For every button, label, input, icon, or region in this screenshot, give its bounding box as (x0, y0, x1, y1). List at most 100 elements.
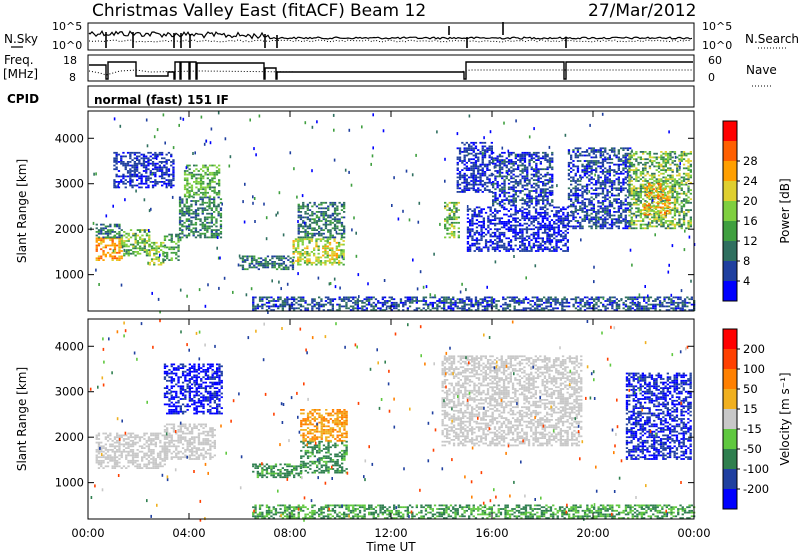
heatmap-cell (519, 219, 522, 221)
heatmap-cell (193, 175, 196, 178)
heatmap-cell (678, 212, 681, 215)
heatmap-cell (500, 217, 504, 220)
heatmap-cell (469, 248, 472, 251)
heatmap-cell (269, 259, 272, 261)
heatmap-cell (626, 201, 630, 204)
heatmap-cell (475, 230, 479, 232)
heatmap-cell (148, 263, 151, 266)
heatmap-cell (642, 191, 645, 193)
heatmap-cell (213, 236, 216, 239)
heatmap-cell (113, 225, 117, 228)
heatmap-cell (340, 298, 344, 301)
heatmap-cell (136, 168, 139, 171)
heatmap-cell (449, 298, 453, 301)
heatmap-cell (491, 231, 494, 234)
heatmap-cell (448, 218, 451, 221)
heatmap-cell (478, 242, 481, 245)
heatmap-cell (206, 212, 209, 215)
heatmap-cell (111, 229, 114, 231)
heatmap-cell (399, 301, 403, 304)
heatmap-cell (478, 248, 481, 251)
heatmap-cell (583, 191, 586, 193)
heatmap-cell (632, 196, 636, 199)
heatmap-cell (142, 157, 146, 160)
heatmap-cell (383, 301, 387, 304)
heatmap-cell (503, 162, 506, 165)
heatmap-cell (673, 198, 677, 201)
heatmap-cell (562, 222, 565, 225)
heatmap-cell (628, 203, 631, 206)
heatmap-cell (642, 176, 645, 179)
heatmap-cell (474, 156, 478, 159)
heatmap-cell (562, 208, 565, 211)
heatmap-cell (343, 305, 346, 308)
heatmap-cell (131, 170, 134, 172)
heatmap-cell (535, 153, 538, 156)
heatmap-cell (481, 174, 484, 177)
heatmap-cell (218, 171, 221, 174)
heatmap-cell (458, 158, 462, 161)
heatmap-cell (131, 159, 134, 161)
heatmap-cell (149, 173, 152, 176)
heatmap-cell (537, 171, 540, 174)
heatmap-cell (685, 178, 688, 181)
heatmap-cell (496, 241, 499, 243)
heatmap-cell (604, 196, 607, 199)
heatmap-cell (206, 225, 209, 228)
heatmap-cell (507, 222, 510, 225)
heatmap-cell (463, 301, 466, 304)
heatmap-cell (539, 168, 542, 171)
heatmap-cell (446, 216, 449, 219)
heatmap-cell (175, 257, 178, 260)
heatmap-cell (567, 205, 571, 208)
heatmap-cell (368, 298, 371, 301)
heatmap-cell (483, 141, 487, 144)
heatmap-cell (566, 222, 569, 225)
heatmap-cell (206, 186, 209, 189)
heatmap-cell (539, 195, 542, 198)
heatmap-cell (660, 191, 663, 193)
heatmap-cell (129, 181, 132, 183)
heatmap-cell (213, 188, 216, 191)
heatmap-cell (455, 211, 458, 213)
heatmap-cell (622, 160, 625, 162)
heatmap-cell (687, 165, 690, 168)
heatmap-cell (669, 158, 672, 161)
heatmap-cell (664, 152, 667, 155)
heatmap-cell (581, 169, 584, 171)
heatmap-cell (317, 245, 320, 248)
heatmap-cell (606, 205, 609, 208)
heatmap-cell (475, 231, 479, 234)
heatmap-cell (615, 172, 618, 175)
heatmap-cell (457, 236, 460, 239)
heatmap-cell (511, 298, 514, 301)
heatmap-cell (185, 236, 188, 239)
heatmap-cell (671, 160, 674, 162)
heatmap-cell (338, 256, 341, 259)
heatmap-cell (329, 201, 332, 204)
heatmap-cell (667, 223, 670, 226)
heatmap-cell (550, 219, 554, 221)
heatmap-cell (111, 259, 114, 261)
heatmap-cell (588, 220, 591, 222)
heatmap-cell (505, 222, 508, 225)
heatmap-cell (478, 210, 481, 212)
heatmap-cell (537, 155, 540, 158)
heatmap-cell (494, 222, 497, 225)
heatmap-cell (194, 236, 198, 239)
heatmap-cell (514, 230, 517, 232)
heatmap-cell (581, 227, 584, 230)
heatmap-cell (172, 171, 175, 174)
heatmap-cell (239, 264, 242, 267)
heatmap-cell (324, 249, 327, 251)
heatmap-cell (129, 243, 133, 246)
heatmap-cell (431, 301, 434, 304)
heatmap-cell (608, 223, 611, 226)
heatmap-cell (617, 194, 620, 197)
heatmap-cell (632, 227, 636, 230)
heatmap-cell (514, 182, 517, 185)
heatmap-cell (326, 251, 329, 253)
heatmap-cell (687, 187, 690, 190)
heatmap-cell (329, 216, 332, 219)
heatmap-cell (172, 175, 175, 178)
